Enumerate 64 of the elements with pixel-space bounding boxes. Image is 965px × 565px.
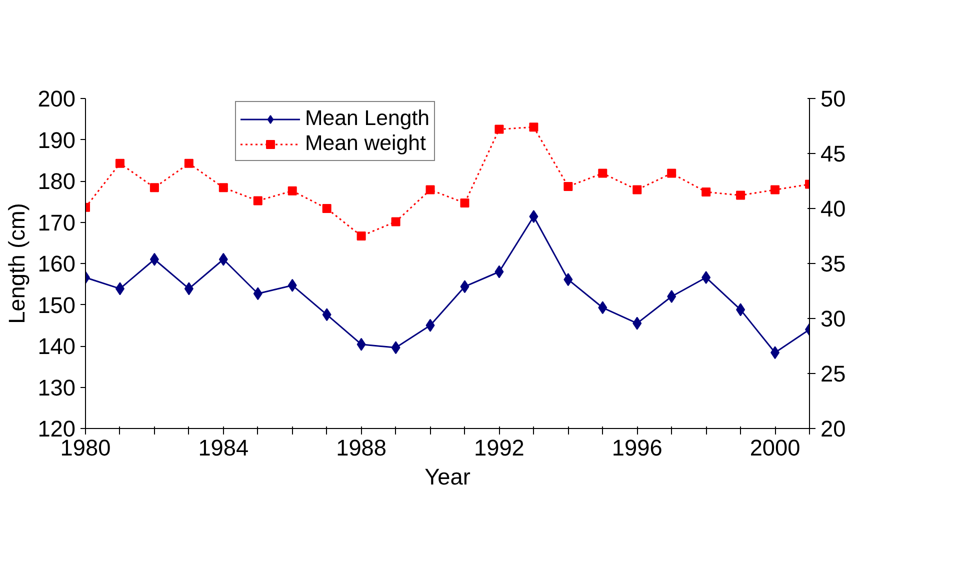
point: [150, 252, 159, 266]
point: [253, 196, 262, 206]
point: [356, 338, 366, 351]
point: [322, 308, 332, 322]
point: [150, 183, 159, 192]
point: [460, 198, 470, 208]
y-tick-label: 140: [38, 333, 76, 359]
y-tick-label: 150: [38, 292, 76, 318]
point: [288, 278, 297, 292]
x-tick-label: 2000: [750, 434, 800, 460]
x-tick-label: 1996: [612, 434, 662, 460]
y2-tick-label: 25: [820, 360, 846, 386]
point: [218, 252, 228, 266]
legend-label: Mean weight: [305, 131, 426, 156]
point: [736, 303, 746, 316]
point: [391, 217, 400, 226]
point: [598, 301, 608, 314]
point: [391, 341, 400, 354]
y-tick-label: 180: [38, 168, 76, 194]
x-axis-title: Year: [424, 464, 471, 490]
point: [184, 282, 194, 296]
y-axis-title: Length (cm): [4, 203, 30, 324]
point: [702, 271, 711, 284]
y2-tick-label: 40: [820, 196, 846, 222]
point: [564, 182, 573, 191]
point: [702, 188, 711, 196]
point: [426, 318, 435, 332]
y2-tick-label: 30: [820, 306, 846, 332]
point: [322, 204, 332, 213]
y2-tick-label: 45: [820, 140, 846, 166]
y-tick-label: 170: [38, 209, 76, 236]
y2-tick-label: 20: [820, 416, 846, 442]
point: [564, 273, 573, 286]
y2-tick-label: 35: [820, 250, 846, 276]
point: [598, 168, 608, 178]
y-tick-label: 160: [38, 250, 76, 276]
point: [115, 282, 124, 296]
point: [253, 287, 262, 300]
y2-tick-label: 50: [820, 86, 846, 112]
point: [218, 183, 228, 192]
point: [494, 124, 504, 134]
x-tick-label: 1984: [198, 434, 249, 460]
point: [632, 185, 642, 194]
legend-label: Mean Length: [305, 106, 430, 131]
point: [632, 316, 642, 330]
point: [115, 158, 124, 168]
y-tick-label: 200: [38, 86, 76, 112]
point: [770, 185, 780, 194]
point: [494, 265, 504, 278]
y-tick-label: 130: [38, 374, 76, 400]
point: [460, 280, 470, 294]
point: [288, 186, 297, 196]
point: [736, 190, 746, 200]
x-tick-label: 1992: [474, 434, 524, 460]
point: [770, 346, 780, 360]
point: [426, 185, 435, 194]
point: [529, 210, 538, 223]
point: [667, 290, 676, 303]
point: [529, 122, 538, 132]
point: [667, 168, 676, 178]
point: [184, 158, 194, 168]
point: [356, 232, 366, 240]
x-tick-label: 1988: [336, 434, 387, 460]
y-tick-label: 190: [38, 126, 76, 153]
